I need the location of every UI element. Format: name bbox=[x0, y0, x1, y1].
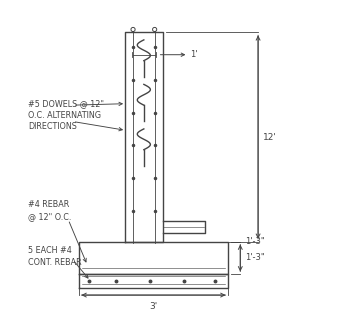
Text: 1'-3": 1'-3" bbox=[245, 237, 264, 246]
Text: 1': 1' bbox=[190, 50, 197, 59]
Text: 3': 3' bbox=[149, 302, 158, 310]
Text: 12': 12' bbox=[262, 133, 276, 141]
Text: #4 REBAR
@ 12" O.C.: #4 REBAR @ 12" O.C. bbox=[28, 200, 71, 221]
Text: 5 EACH #4
CONT. REBAR: 5 EACH #4 CONT. REBAR bbox=[28, 246, 82, 267]
Text: 1'-3": 1'-3" bbox=[245, 254, 264, 263]
Text: #5 DOWELS @ 12"
O.C. ALTERNATING
DIRECTIONS: #5 DOWELS @ 12" O.C. ALTERNATING DIRECTI… bbox=[28, 100, 104, 131]
